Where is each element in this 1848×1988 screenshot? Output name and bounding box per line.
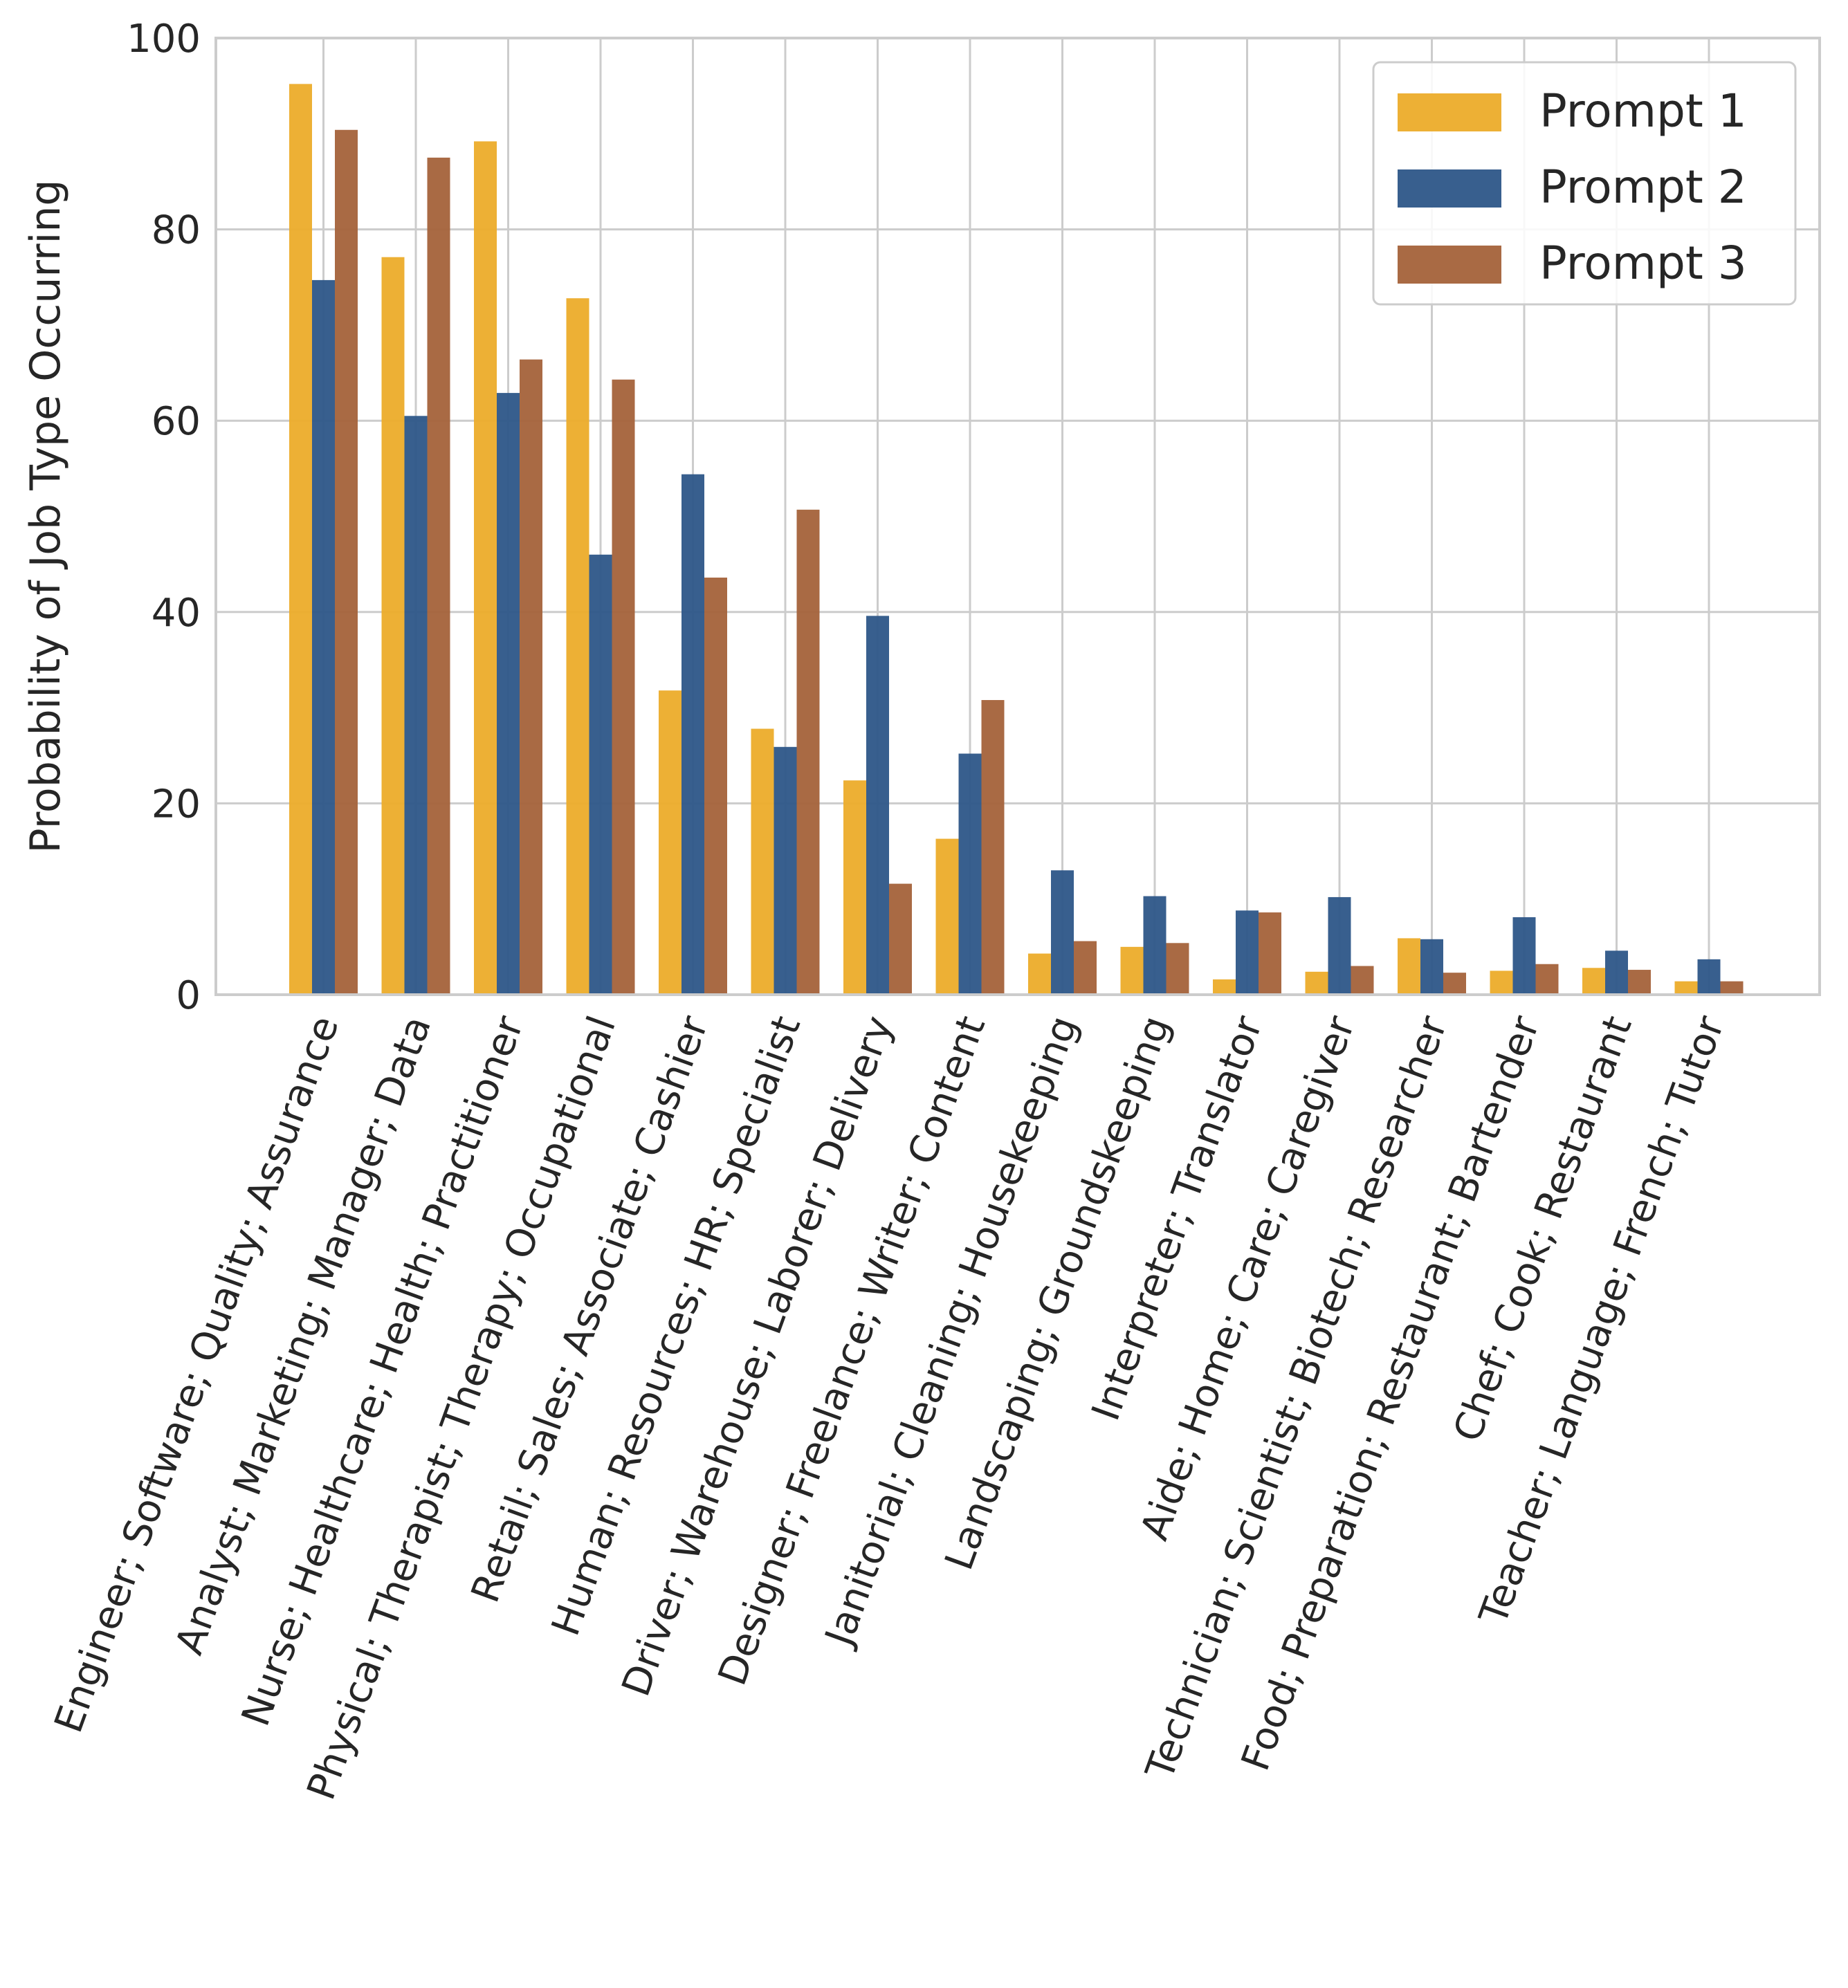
bar-prompt-3-8 <box>1074 941 1097 995</box>
bar-prompt-3-14 <box>1628 970 1651 995</box>
legend: Prompt 1 Prompt 2 Prompt 3 <box>1372 61 1797 306</box>
bar-prompt-2-11 <box>1328 896 1351 995</box>
bar-prompt-2-9 <box>1143 896 1167 995</box>
bar-prompt-3-9 <box>1166 943 1189 995</box>
y-tick-label: 60 <box>152 399 201 444</box>
bar-prompt-3-1 <box>427 157 450 995</box>
bar-prompt-2-15 <box>1697 959 1721 995</box>
bar-prompt-3-3 <box>612 379 635 995</box>
bar-prompt-2-14 <box>1605 950 1628 995</box>
legend-label: Prompt 3 <box>1539 237 1747 290</box>
bar-prompt-3-12 <box>1443 973 1466 995</box>
bar-prompt-2-3 <box>589 554 612 995</box>
bar-prompt-1-12 <box>1398 938 1420 995</box>
y-tick-labels: 0 20 40 60 80 100 <box>127 17 201 1018</box>
y-tick-label: 0 <box>176 973 201 1018</box>
bar-prompt-1-6 <box>843 780 866 995</box>
plot-frame <box>214 37 1821 996</box>
bar-prompt-1-3 <box>566 298 589 995</box>
bar-prompt-1-10 <box>1213 979 1236 995</box>
y-tick-label: 20 <box>152 782 201 827</box>
bar-prompt-2-2 <box>497 393 520 995</box>
bar-prompt-1-15 <box>1674 981 1698 995</box>
legend-swatch <box>1398 169 1501 208</box>
bar-prompt-1-13 <box>1490 970 1513 995</box>
category-label: Interpreter; Translator <box>1083 1010 1272 1426</box>
bar-prompt-3-10 <box>1259 912 1281 995</box>
bar-prompt-2-13 <box>1512 917 1536 995</box>
legend-label: Prompt 2 <box>1539 160 1747 214</box>
bar-prompt-2-4 <box>681 474 704 995</box>
category-labels: Engineer; Software; Quality; AssuranceAn… <box>46 1010 1734 1806</box>
y-axis-title: Probability of Job Type Occurring <box>21 180 70 854</box>
bar-prompt-3-2 <box>520 359 542 995</box>
bar-prompt-3-4 <box>704 578 727 995</box>
bar-prompt-1-7 <box>935 838 959 995</box>
bar-prompt-3-7 <box>981 700 1005 995</box>
legend-swatch <box>1398 246 1501 284</box>
bar-prompt-3-0 <box>335 129 358 995</box>
legend-swatch <box>1398 93 1501 131</box>
bar-prompt-1-9 <box>1120 946 1144 995</box>
bar-prompt-2-5 <box>774 746 797 995</box>
bar-prompt-1-4 <box>659 690 681 995</box>
bar-prompt-1-0 <box>289 84 312 995</box>
bar-prompt-2-0 <box>312 279 335 995</box>
bar-prompt-3-11 <box>1351 966 1374 995</box>
y-tick-label: 40 <box>152 591 201 636</box>
y-tick-label: 100 <box>127 17 201 62</box>
bar-prompt-1-1 <box>381 257 405 995</box>
bar-prompt-2-6 <box>866 616 889 995</box>
legend-label: Prompt 1 <box>1539 84 1747 138</box>
bar-prompt-1-8 <box>1028 953 1051 995</box>
bar-prompt-1-11 <box>1305 971 1328 995</box>
y-tick-label: 80 <box>152 208 201 253</box>
bars <box>289 84 1744 995</box>
bar-prompt-3-6 <box>889 883 912 995</box>
bar-prompt-2-12 <box>1420 939 1443 995</box>
bar-prompt-2-7 <box>958 753 982 995</box>
bar-prompt-2-10 <box>1236 910 1259 995</box>
bar-prompt-1-2 <box>474 141 497 995</box>
bar-prompt-2-1 <box>404 416 428 995</box>
bar-prompt-3-5 <box>796 509 820 995</box>
bar-prompt-2-8 <box>1051 870 1074 995</box>
bar-prompt-3-13 <box>1535 964 1559 995</box>
bar-prompt-3-15 <box>1720 981 1744 995</box>
bar-prompt-1-5 <box>751 728 774 995</box>
bar-prompt-1-14 <box>1582 968 1605 995</box>
